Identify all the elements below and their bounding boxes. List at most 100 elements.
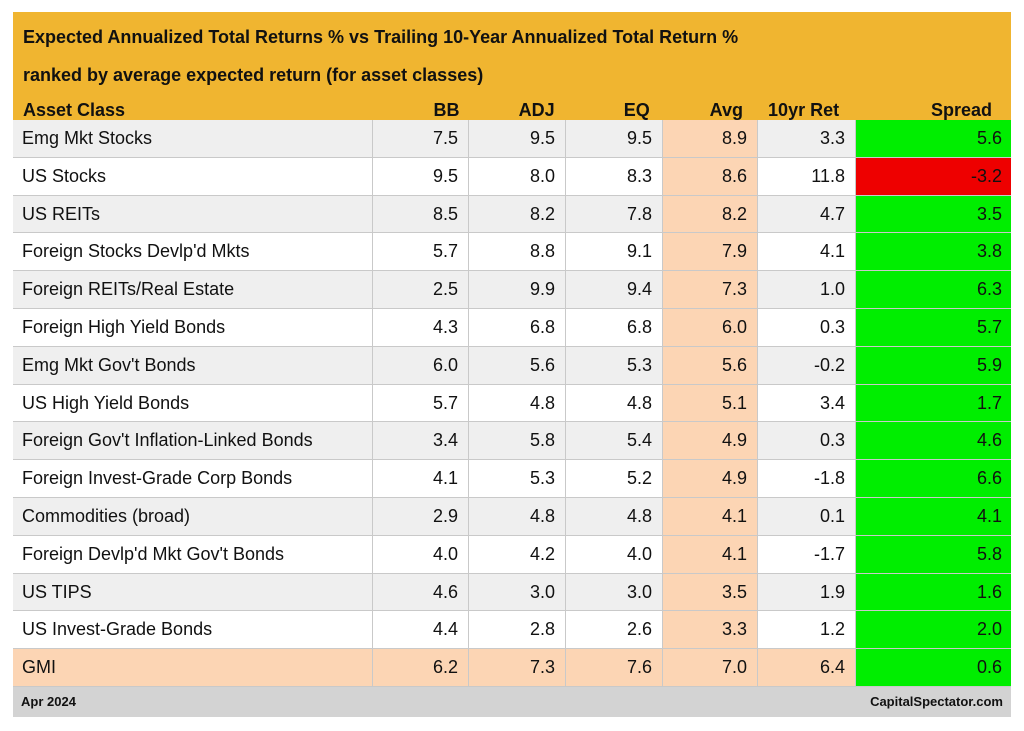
bb-cell: 2.5 (373, 271, 469, 308)
avg-cell: 4.9 (663, 460, 758, 497)
spread-cell: 2.0 (856, 611, 1011, 649)
asset-class-cell: US Invest-Grade Bonds (13, 611, 373, 649)
eq-cell: 5.2 (566, 460, 663, 497)
table-header: Expected Annualized Total Returns % vs T… (13, 12, 1011, 120)
eq-cell: 9.5 (566, 120, 663, 157)
spread-cell: 1.7 (856, 384, 1011, 422)
adj-cell: 2.8 (469, 611, 566, 649)
asset-class-cell: Foreign High Yield Bonds (13, 308, 373, 346)
asset-class-cell: GMI (13, 649, 373, 686)
spread-cell: 6.6 (856, 460, 1011, 497)
ten-yr-ret-cell: 1.0 (758, 271, 856, 308)
ten-yr-ret-cell: -0.2 (758, 346, 856, 384)
ten-yr-ret-cell: 11.8 (758, 157, 856, 195)
table-footer: Apr 2024 CapitalSpectator.com (13, 686, 1011, 717)
table-body: Emg Mkt Stocks 7.5 9.5 9.5 8.9 3.3 5.6 US Stock… (13, 120, 1011, 687)
table-row: US REITs 8.5 8.2 7.8 8.2 4.7 3.5 (13, 195, 1011, 234)
column-header-spread: Spread (930, 100, 992, 120)
spread-cell: 0.6 (856, 649, 1011, 686)
table-row: Foreign High Yield Bonds 4.3 6.8 6.8 6.0 0.3 5… (13, 308, 1011, 347)
table-row: Foreign Stocks Devlp'd Mkts 5.7 8.8 9.1 7.9 4… (13, 233, 1011, 272)
avg-cell: 3.3 (663, 611, 758, 649)
avg-cell: 8.2 (663, 195, 758, 233)
ten-yr-ret-cell: 6.4 (758, 649, 856, 686)
column-header-asset-class: Asset Class (23, 100, 126, 120)
bb-cell: 6.2 (373, 649, 469, 686)
adj-cell: 3.0 (469, 573, 566, 611)
bb-cell: 6.0 (373, 346, 469, 384)
footer-source: CapitalSpectator.com (870, 694, 1003, 710)
adj-cell: 8.8 (469, 233, 566, 271)
adj-cell: 9.9 (469, 271, 566, 308)
table-row: Foreign REITs/Real Estate 2.5 9.9 9.4 7.3 1.0… (13, 271, 1011, 309)
bb-cell: 3.4 (373, 422, 469, 460)
avg-cell: 5.1 (663, 384, 758, 422)
spread-cell: 3.5 (856, 195, 1011, 233)
ten-yr-ret-cell: 1.9 (758, 573, 856, 611)
adj-cell: 8.2 (469, 195, 566, 233)
eq-cell: 4.0 (566, 535, 663, 573)
asset-class-cell: Foreign Stocks Devlp'd Mkts (13, 233, 373, 271)
eq-cell: 9.4 (566, 271, 663, 308)
column-headers: Asset Class BB ADJ EQ Avg 10yr Ret Sprea… (23, 94, 1001, 126)
spread-cell: 5.9 (856, 346, 1011, 384)
spread-cell: 6.3 (856, 271, 1011, 308)
avg-cell: 7.0 (663, 649, 758, 686)
ten-yr-ret-cell: 3.4 (758, 384, 856, 422)
adj-cell: 5.8 (469, 422, 566, 460)
spread-cell: 4.6 (856, 422, 1011, 460)
column-header-10yr-ret: 10yr Ret (768, 100, 840, 120)
eq-cell: 6.8 (566, 308, 663, 346)
avg-cell: 4.9 (663, 422, 758, 460)
bb-cell: 9.5 (373, 157, 469, 195)
column-header-bb: BB (433, 100, 460, 120)
avg-cell: 8.6 (663, 157, 758, 195)
ten-yr-ret-cell: 0.3 (758, 308, 856, 346)
spread-cell: 4.1 (856, 497, 1011, 535)
table-row: GMI 6.2 7.3 7.6 7.0 6.4 0.6 (13, 649, 1011, 687)
eq-cell: 3.0 (566, 573, 663, 611)
spread-cell: -3.2 (856, 157, 1011, 195)
avg-cell: 5.6 (663, 346, 758, 384)
bb-cell: 4.6 (373, 573, 469, 611)
avg-cell: 7.9 (663, 233, 758, 271)
eq-cell: 8.3 (566, 157, 663, 195)
table-subtitle: ranked by average expected return (for a… (23, 65, 484, 85)
adj-cell: 4.8 (469, 384, 566, 422)
spread-cell: 5.6 (856, 120, 1011, 157)
column-header-adj: ADJ (518, 100, 555, 120)
table-row: US TIPS 4.6 3.0 3.0 3.5 1.9 1.6 (13, 573, 1011, 612)
ten-yr-ret-cell: 4.7 (758, 195, 856, 233)
eq-cell: 5.3 (566, 346, 663, 384)
asset-class-cell: US REITs (13, 195, 373, 233)
returns-table-panel: Expected Annualized Total Returns % vs T… (13, 12, 1011, 717)
column-header-avg: Avg (709, 100, 743, 120)
table-title: Expected Annualized Total Returns % vs T… (23, 27, 739, 47)
table-row: Foreign Gov't Inflation-Linked Bonds 3.4 5… (13, 422, 1011, 461)
spread-cell: 3.8 (856, 233, 1011, 271)
table-row: US Invest-Grade Bonds 4.4 2.8 2.6 3.3 1.2 2.0 (13, 611, 1011, 650)
avg-cell: 8.9 (663, 120, 758, 157)
asset-class-cell: Foreign Gov't Inflation-Linked Bonds (13, 422, 373, 460)
asset-class-cell: Emg Mkt Stocks (13, 120, 373, 157)
asset-class-cell: Emg Mkt Gov't Bonds (13, 346, 373, 384)
bb-cell: 5.7 (373, 384, 469, 422)
table-row: Foreign Invest-Grade Corp Bonds 4.1 5.3 5.2… (13, 460, 1011, 498)
adj-cell: 4.2 (469, 535, 566, 573)
spread-cell: 5.7 (856, 308, 1011, 346)
asset-class-cell: Foreign Invest-Grade Corp Bonds (13, 460, 373, 497)
avg-cell: 6.0 (663, 308, 758, 346)
avg-cell: 3.5 (663, 573, 758, 611)
bb-cell: 8.5 (373, 195, 469, 233)
eq-cell: 4.8 (566, 497, 663, 535)
eq-cell: 9.1 (566, 233, 663, 271)
spread-cell: 1.6 (856, 573, 1011, 611)
bb-cell: 7.5 (373, 120, 469, 157)
asset-class-cell: US High Yield Bonds (13, 384, 373, 422)
adj-cell: 5.6 (469, 346, 566, 384)
eq-cell: 4.8 (566, 384, 663, 422)
bb-cell: 4.4 (373, 611, 469, 649)
bb-cell: 2.9 (373, 497, 469, 535)
ten-yr-ret-cell: -1.7 (758, 535, 856, 573)
asset-class-cell: Foreign REITs/Real Estate (13, 271, 373, 308)
